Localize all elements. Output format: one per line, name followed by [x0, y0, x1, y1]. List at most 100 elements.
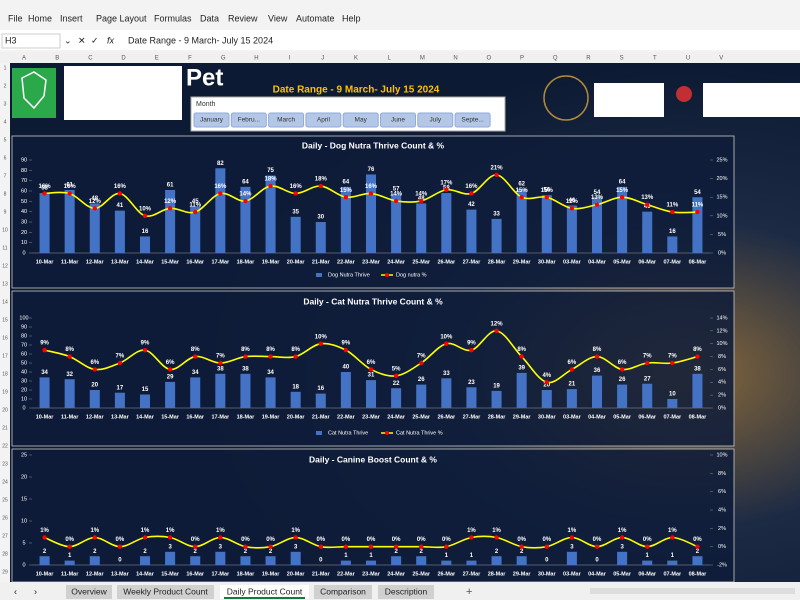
line-label: 18%: [265, 177, 278, 183]
x-tick-label: 16-Mar: [186, 259, 205, 265]
y2-tick-label: 0%: [718, 544, 726, 550]
slicer-button[interactable]: [268, 112, 305, 128]
bar-label: 56: [543, 188, 550, 194]
menu-item[interactable]: View: [268, 13, 288, 23]
line-label: 7%: [668, 354, 677, 360]
x-tick-label: 25-Mar: [412, 571, 431, 577]
line-label: 7%: [216, 354, 225, 360]
x-tick-label: 13-Mar: [111, 259, 130, 265]
row-header: 23: [2, 461, 8, 467]
bar-label: 20: [91, 383, 98, 389]
menu-item[interactable]: Help: [342, 13, 361, 23]
line-label: 7%: [643, 354, 652, 360]
line-label: 17%: [440, 180, 453, 186]
x-tick-label: 13-Mar: [111, 571, 130, 577]
x-tick-label: 08-Mar: [689, 259, 708, 265]
menu-item[interactable]: Automate: [296, 13, 335, 23]
y-tick-label: 20: [21, 230, 27, 236]
enter[interactable]: ✓: [91, 35, 99, 45]
line-marker: [494, 328, 499, 334]
name-box[interactable]: [1, 33, 61, 49]
x-tick-label: 23-Mar: [362, 571, 381, 577]
line-marker: [218, 191, 223, 196]
line-marker: [569, 367, 575, 372]
x-tick-label: 06-Mar: [638, 571, 657, 577]
bar: [617, 384, 628, 408]
sheet-tab-label: Overview: [71, 586, 107, 596]
column-header: D: [121, 56, 126, 62]
x-tick-label: 15-Mar: [161, 571, 180, 577]
bar-label: 17: [117, 385, 124, 391]
x-tick-label: 29-Mar: [513, 259, 532, 265]
sheet-tab[interactable]: [220, 585, 309, 599]
y2-tick-label: 6%: [718, 489, 726, 495]
slicer-button[interactable]: [342, 112, 379, 128]
line-marker: [67, 191, 72, 196]
bar: [114, 210, 125, 253]
add-sheet[interactable]: +: [466, 586, 472, 598]
bar: [139, 394, 151, 408]
bar-label: 1: [646, 553, 650, 559]
line-marker: [594, 544, 600, 549]
slicer-button[interactable]: [193, 112, 230, 128]
bar-label: 36: [594, 368, 601, 374]
bar: [541, 390, 552, 408]
x-tick-label: 18-Mar: [237, 571, 256, 577]
x-tick-label: 28-Mar: [488, 259, 507, 265]
menu-item[interactable]: Home: [28, 13, 52, 23]
slicer-button[interactable]: [230, 112, 267, 128]
y2-tick-label: 0%: [718, 250, 726, 256]
line-marker: [670, 360, 675, 366]
x-tick-label: 10-Mar: [36, 414, 55, 420]
line-label: 11%: [666, 203, 678, 209]
x-tick-label: 03-Mar: [563, 571, 582, 577]
menu-item[interactable]: File: [8, 13, 23, 23]
sheet-tab[interactable]: [378, 585, 434, 599]
line-label: 0%: [191, 537, 200, 543]
column-header: N: [453, 56, 457, 62]
fx-button[interactable]: fx: [107, 35, 115, 45]
bar: [315, 393, 326, 408]
bar: [340, 372, 351, 408]
line-marker: [645, 360, 650, 366]
slicer-button[interactable]: [380, 112, 416, 128]
legend-label: Dog Nutra Thrive: [328, 272, 370, 278]
bar: [265, 377, 276, 408]
bar-label: 45: [192, 199, 199, 205]
line-marker: [419, 360, 424, 366]
bar-label: 1: [344, 553, 348, 559]
menu-item[interactable]: Review: [228, 13, 258, 23]
bar: [290, 391, 301, 408]
bar-label: 40: [343, 365, 350, 371]
bar-label: 1: [470, 553, 474, 559]
menu-item[interactable]: Formulas: [154, 13, 192, 23]
bar-label: 57: [393, 187, 400, 193]
slicer-button[interactable]: [305, 112, 342, 128]
slicer-button[interactable]: [417, 112, 454, 128]
tab-prev[interactable]: ‹: [14, 586, 17, 596]
line-label: 13%: [591, 195, 604, 201]
slicer-button[interactable]: [454, 112, 491, 128]
bar: [190, 556, 201, 565]
redacted-box: [64, 66, 182, 120]
bar-label: 3: [620, 544, 624, 550]
line-marker: [67, 544, 72, 549]
bar-label: 2: [143, 549, 147, 555]
menu-item[interactable]: Page Layout: [96, 13, 147, 23]
cancel[interactable]: ✕: [78, 35, 86, 45]
menu-item[interactable]: Insert: [60, 13, 83, 23]
x-tick-label: 24-Mar: [387, 571, 406, 577]
menu-item[interactable]: Data: [200, 13, 219, 23]
sheet-tab-label: Daily Product Count: [227, 586, 303, 596]
sheet-tab[interactable]: [117, 585, 214, 599]
slicer-item: July: [430, 117, 442, 124]
tab-next[interactable]: ›: [34, 586, 37, 596]
sheet-tab[interactable]: [66, 585, 112, 599]
row-header: 28: [2, 551, 8, 557]
bar-label: 19: [493, 383, 500, 389]
h-scroll[interactable]: [590, 588, 795, 594]
y2-tick-label: 4%: [718, 380, 726, 386]
sheet-tab[interactable]: [314, 585, 372, 599]
y-tick-label: 90: [21, 324, 27, 330]
column-header: C: [88, 56, 93, 62]
